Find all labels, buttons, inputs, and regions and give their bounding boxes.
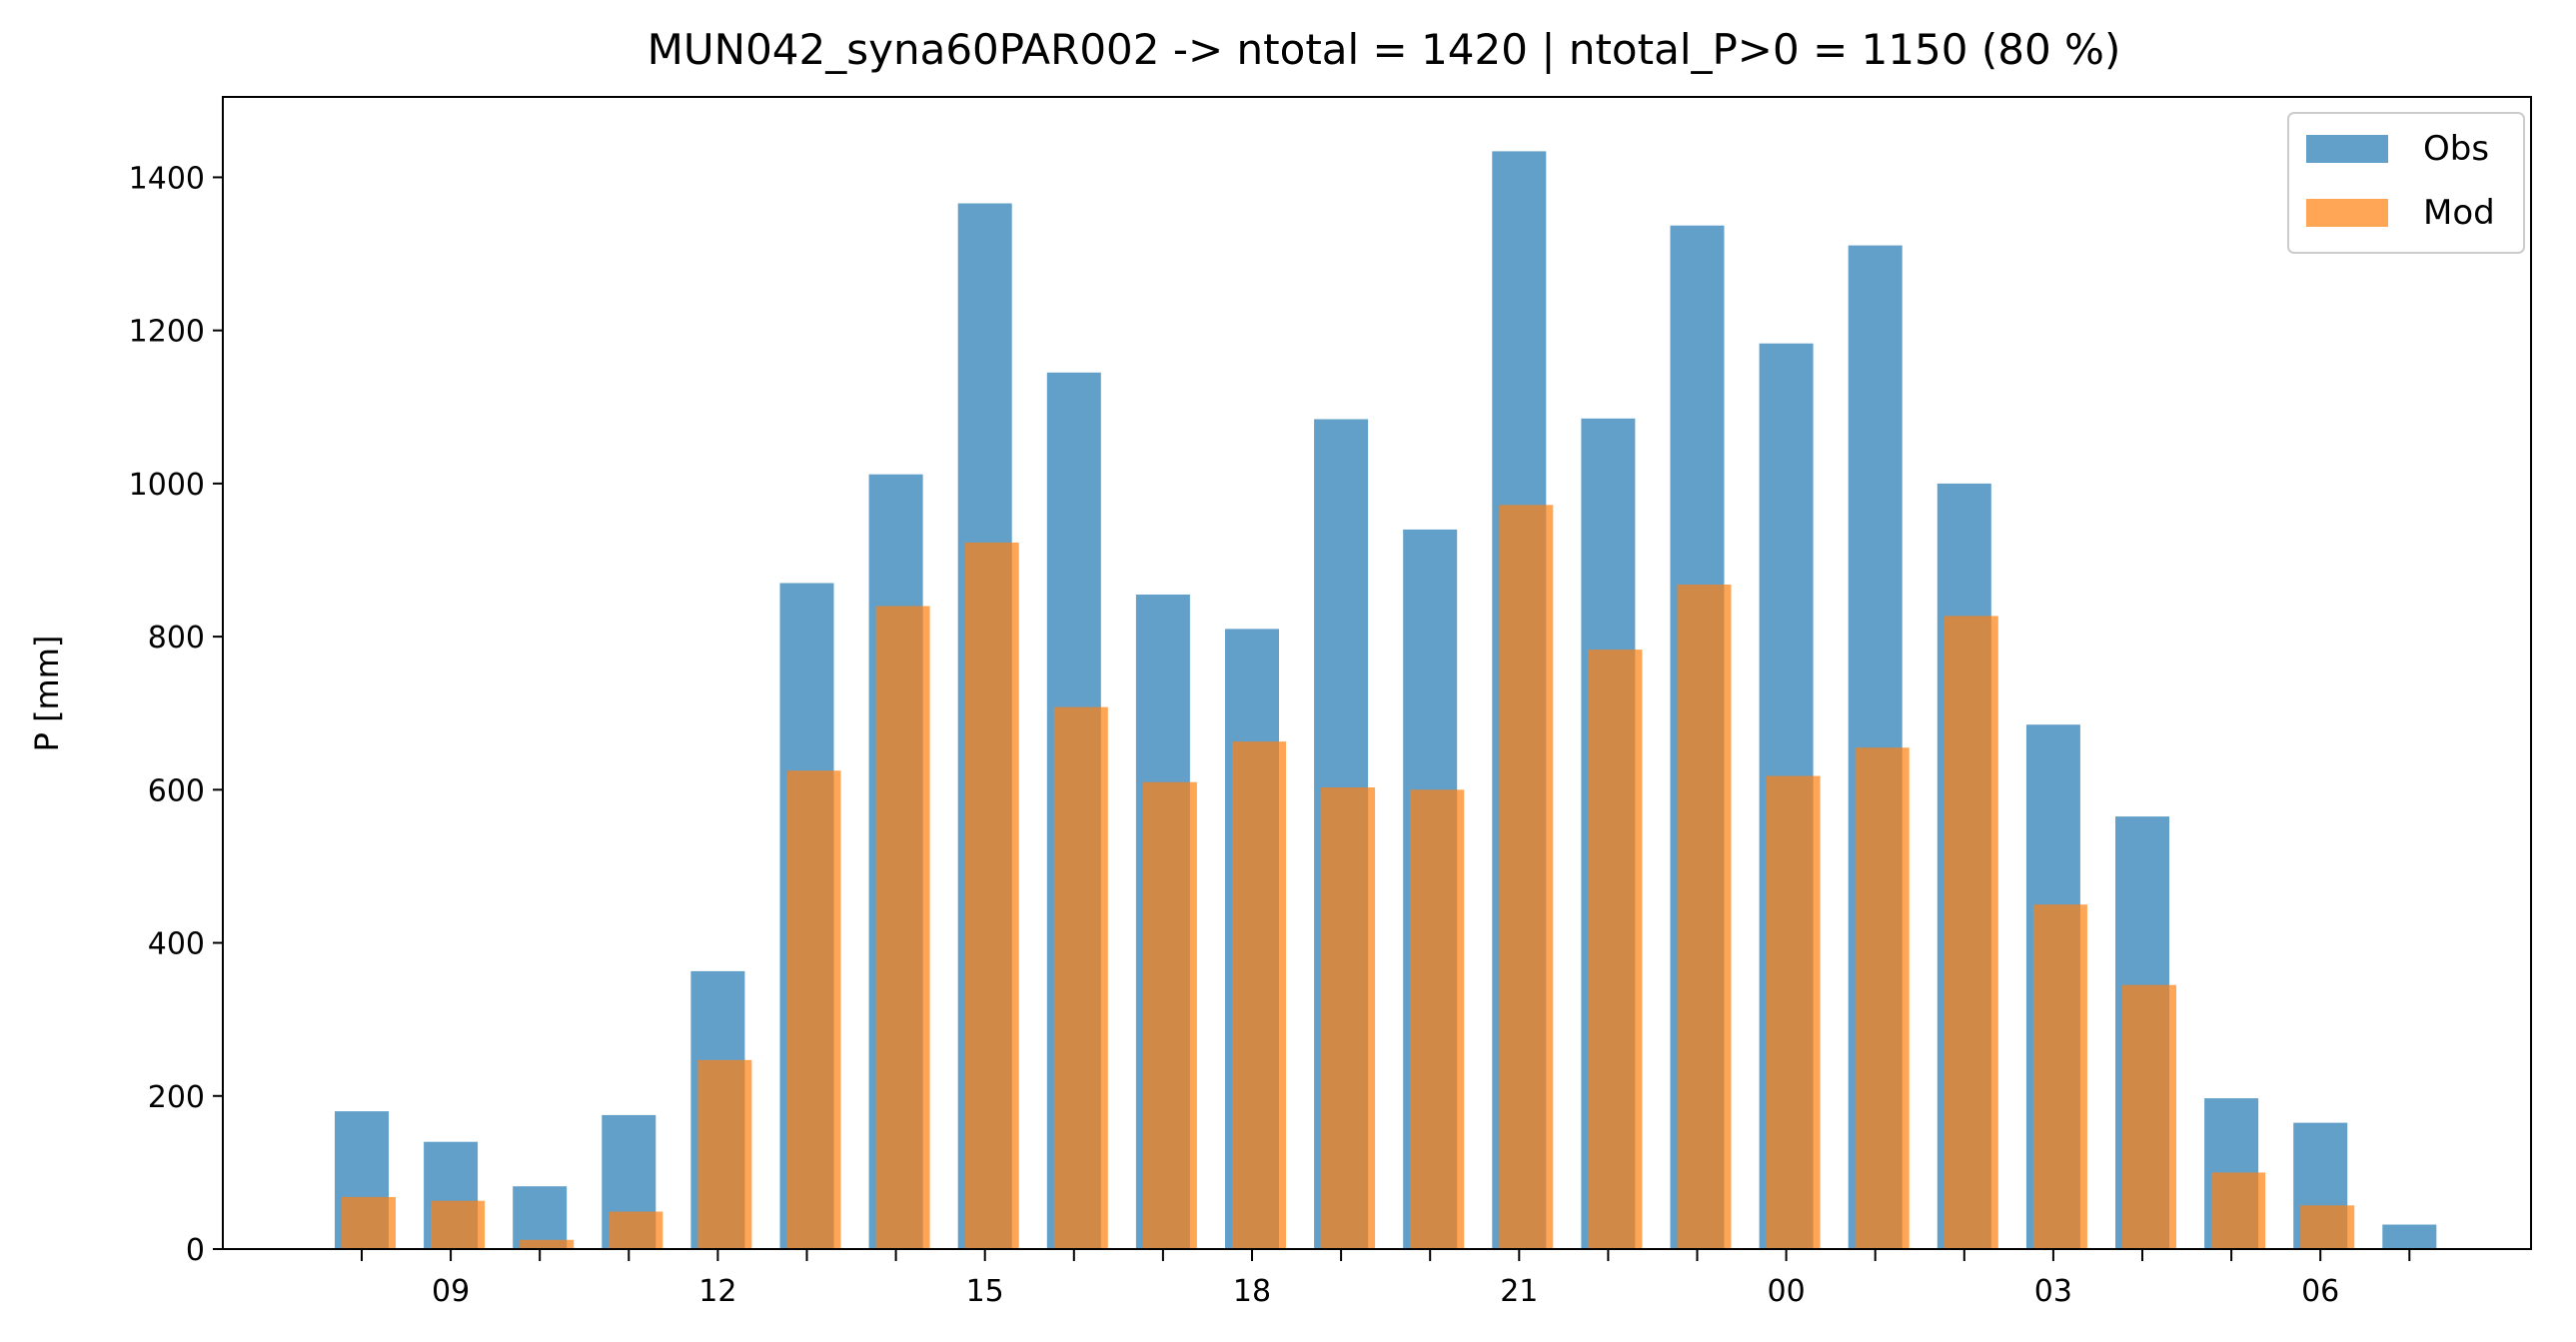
legend-label-mod: Mod [2423, 193, 2495, 233]
bar-mod-5 [786, 770, 841, 1249]
plot-frame [222, 96, 2532, 1250]
bar-mod-9 [1142, 781, 1197, 1249]
bar-mod-12 [1410, 789, 1465, 1249]
y-tick-label-7: 1400 [129, 161, 205, 196]
bar-mod-13 [1499, 505, 1554, 1249]
legend-label-obs: Obs [2423, 129, 2489, 169]
y-tick-label-5: 1000 [129, 468, 205, 503]
bar-mod-7 [964, 542, 1019, 1249]
bar-mod-11 [1321, 787, 1376, 1249]
y-tick-label-6: 1200 [129, 315, 205, 350]
bar-mod-10 [1232, 741, 1286, 1249]
bar-mod-21 [2211, 1172, 2266, 1249]
x-tick-label-1: 12 [698, 1274, 736, 1309]
y-tick-label-3: 600 [148, 773, 205, 808]
bar-mod-3 [609, 1211, 663, 1249]
chart-title: MUN042_syna60PAR002 -> ntotal = 1420 | n… [647, 25, 2121, 74]
bar-mod-4 [697, 1059, 752, 1249]
bar-mod-19 [2032, 904, 2087, 1249]
bar-mod-17 [1855, 747, 1910, 1249]
y-tick-label-1: 200 [148, 1080, 205, 1115]
x-tick-label-3: 18 [1233, 1274, 1271, 1309]
x-tick-label-4: 21 [1500, 1274, 1538, 1309]
bar-mod-22 [2300, 1205, 2355, 1249]
y-tick-label-0: 0 [186, 1233, 205, 1268]
bar-mod-1 [431, 1200, 486, 1249]
bar-mod-0 [342, 1196, 396, 1249]
bar-obs-2 [513, 1186, 568, 1249]
bar-mod-20 [2122, 984, 2176, 1249]
bar-mod-8 [1053, 706, 1108, 1249]
x-tick-label-5: 00 [1768, 1274, 1806, 1309]
bar-mod-16 [1766, 775, 1821, 1249]
y-tick-label-2: 400 [148, 927, 205, 962]
x-tick-label-0: 09 [432, 1274, 470, 1309]
bar-mod-15 [1677, 585, 1732, 1249]
bar-mod-2 [520, 1239, 575, 1249]
axes-layer: 0 200 400 600 800 1000 1200 1400 09 12 15 18 21 00 03 0… [129, 96, 2532, 1309]
legend-swatch-obs [2306, 135, 2388, 163]
x-tick-label-6: 03 [2034, 1274, 2072, 1309]
bar-mod-14 [1588, 650, 1643, 1249]
x-tick-label-2: 15 [966, 1274, 1004, 1309]
bar-mod-6 [875, 606, 930, 1249]
bars-layer [335, 151, 2437, 1250]
y-tick-label-4: 800 [148, 621, 205, 656]
bar-mod-18 [1943, 616, 1998, 1249]
legend: Obs Mod [2287, 112, 2525, 254]
legend-swatch-mod [2306, 199, 2388, 227]
y-axis-label: P [mm] [28, 636, 66, 752]
bar-obs-23 [2382, 1224, 2437, 1249]
x-tick-label-7: 06 [2301, 1274, 2339, 1309]
